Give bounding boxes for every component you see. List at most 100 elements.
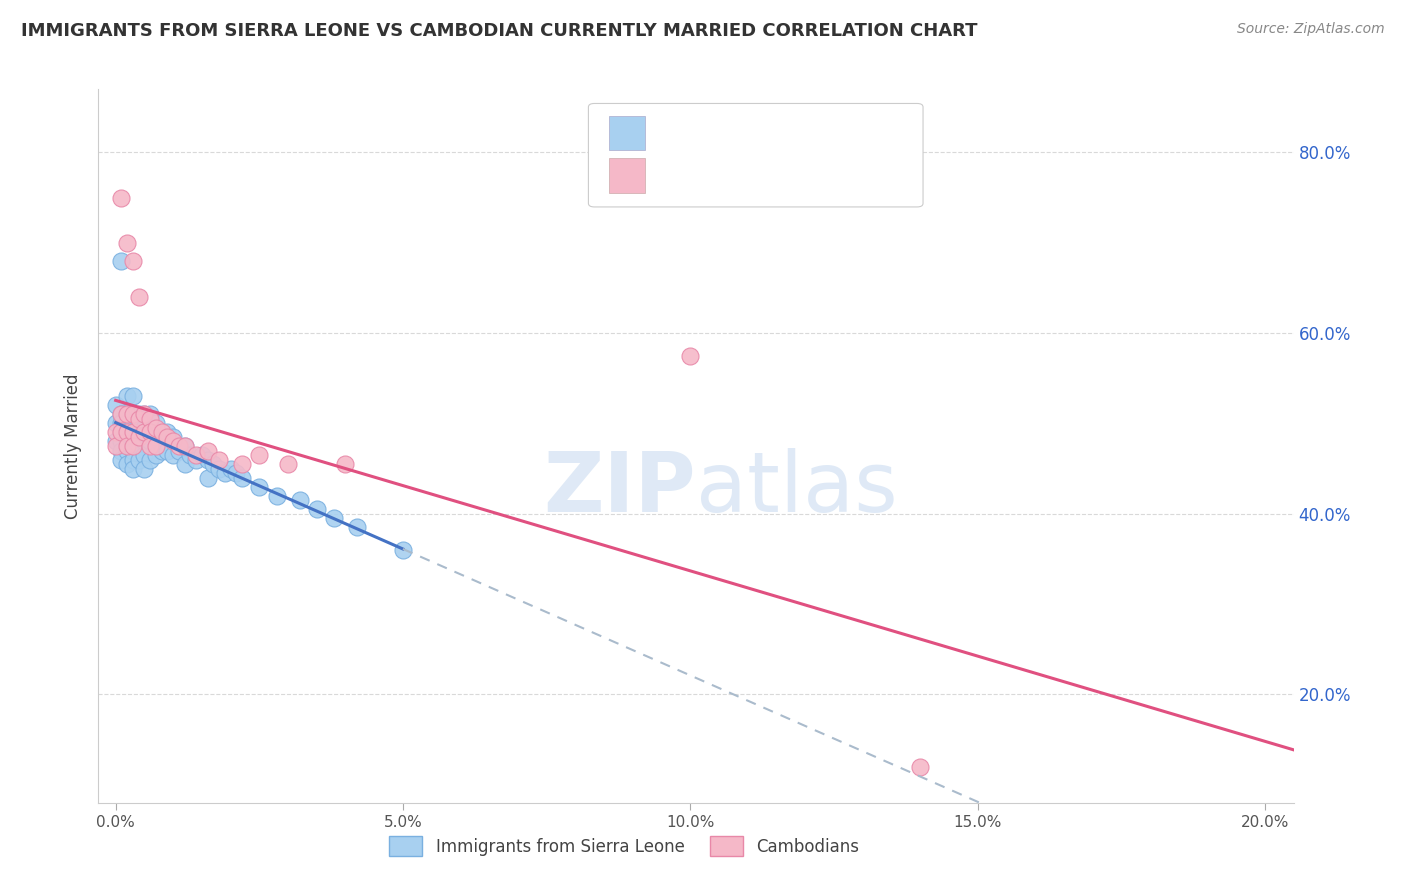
Point — [115, 408, 138, 422]
Point — [110, 408, 132, 422]
Point — [231, 470, 253, 484]
Point — [197, 452, 219, 467]
Point — [139, 439, 162, 453]
Point — [122, 408, 145, 422]
Point — [115, 439, 138, 453]
Point — [110, 425, 132, 440]
Point — [145, 448, 167, 462]
Point — [173, 439, 195, 453]
Text: IMMIGRANTS FROM SIERRA LEONE VS CAMBODIAN CURRENTLY MARRIED CORRELATION CHART: IMMIGRANTS FROM SIERRA LEONE VS CAMBODIA… — [21, 22, 977, 40]
Point — [122, 408, 145, 422]
Text: ZIP: ZIP — [544, 449, 696, 529]
Point — [191, 448, 214, 462]
Point — [115, 425, 138, 440]
Text: atlas: atlas — [696, 449, 897, 529]
Point — [145, 417, 167, 431]
Point — [128, 417, 150, 431]
Point — [392, 542, 415, 557]
Point — [247, 480, 270, 494]
Text: 69: 69 — [842, 117, 866, 135]
Point — [104, 425, 127, 440]
Text: Source: ZipAtlas.com: Source: ZipAtlas.com — [1237, 22, 1385, 37]
Point — [145, 430, 167, 444]
Point — [139, 434, 162, 449]
Point — [110, 191, 132, 205]
Point — [214, 466, 236, 480]
Point — [247, 448, 270, 462]
Point — [139, 452, 162, 467]
Point — [122, 417, 145, 431]
Point — [266, 489, 288, 503]
Point — [139, 408, 162, 422]
Point — [197, 443, 219, 458]
Bar — [609, 159, 644, 193]
Point — [139, 412, 162, 426]
Point — [122, 425, 145, 440]
Point — [122, 389, 145, 403]
Point — [156, 430, 179, 444]
Point — [219, 461, 242, 475]
Point — [128, 452, 150, 467]
Point — [104, 434, 127, 449]
Point — [115, 417, 138, 431]
Point — [122, 443, 145, 458]
Legend: Immigrants from Sierra Leone, Cambodians: Immigrants from Sierra Leone, Cambodians — [382, 830, 866, 863]
Point — [110, 443, 132, 458]
Point — [156, 425, 179, 440]
Point — [145, 439, 167, 453]
Point — [128, 425, 150, 440]
Point — [128, 408, 150, 422]
Point — [110, 452, 132, 467]
Point — [162, 430, 184, 444]
Text: N =: N = — [796, 117, 835, 135]
Point — [323, 511, 346, 525]
Point — [115, 408, 138, 422]
Point — [150, 443, 173, 458]
Point — [184, 452, 207, 467]
Point — [115, 443, 138, 458]
Point — [115, 425, 138, 440]
Point — [104, 398, 127, 412]
Text: -0.193: -0.193 — [704, 117, 766, 135]
Point — [139, 425, 162, 440]
Point — [128, 412, 150, 426]
Point — [122, 425, 145, 440]
Point — [110, 253, 132, 268]
Point — [162, 434, 184, 449]
Point — [115, 389, 138, 403]
Point — [179, 448, 201, 462]
Point — [134, 421, 156, 435]
Point — [134, 448, 156, 462]
Point — [908, 759, 931, 773]
Point — [305, 502, 328, 516]
Point — [115, 457, 138, 471]
Point — [128, 430, 150, 444]
Text: 0.110: 0.110 — [704, 162, 765, 180]
Point — [115, 434, 138, 449]
Point — [134, 408, 156, 422]
Bar — [609, 116, 644, 150]
Point — [679, 349, 702, 363]
Y-axis label: Currently Married: Currently Married — [65, 373, 83, 519]
Point — [104, 417, 127, 431]
Point — [150, 425, 173, 440]
Point — [208, 452, 231, 467]
Point — [197, 470, 219, 484]
Point — [184, 448, 207, 462]
Point — [150, 425, 173, 440]
Point — [110, 425, 132, 440]
Point — [134, 408, 156, 422]
Point — [134, 434, 156, 449]
Point — [202, 457, 225, 471]
Point — [134, 461, 156, 475]
Point — [162, 448, 184, 462]
Point — [156, 443, 179, 458]
Point — [225, 466, 247, 480]
Point — [145, 421, 167, 435]
Point — [231, 457, 253, 471]
Point — [122, 434, 145, 449]
Point — [173, 457, 195, 471]
Point — [128, 290, 150, 304]
Point — [122, 439, 145, 453]
Text: R =: R = — [659, 162, 696, 180]
